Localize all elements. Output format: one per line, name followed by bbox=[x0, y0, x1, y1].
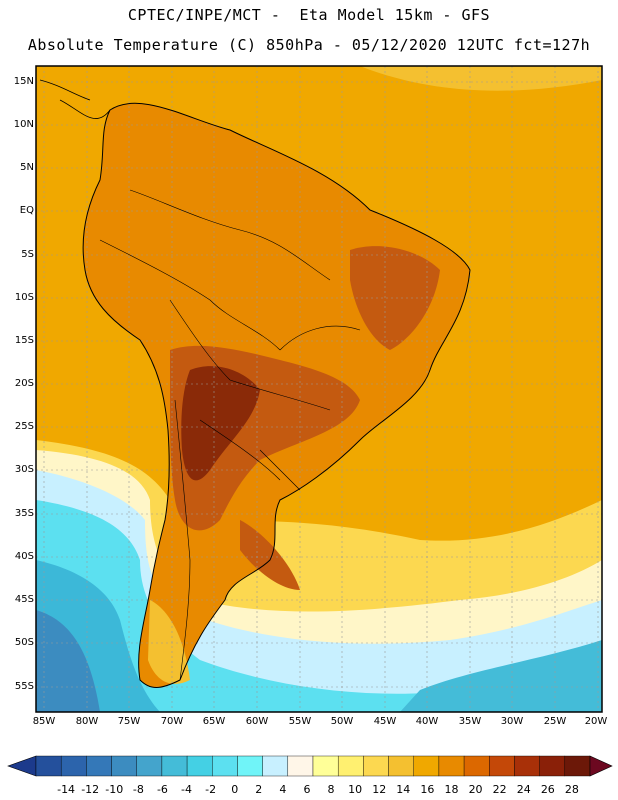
chart-title-line2: Absolute Temperature (C) 850hPa - 05/12/… bbox=[27, 36, 591, 54]
lon-label: 80W bbox=[75, 716, 99, 727]
colorbar-box bbox=[363, 755, 389, 777]
colorbar-box bbox=[514, 755, 540, 777]
colorbar-tick-label: -4 bbox=[181, 783, 192, 796]
cold-band-east bbox=[400, 640, 602, 712]
colorbar-tick-label: -8 bbox=[132, 783, 144, 796]
colorbar-box bbox=[237, 755, 263, 777]
colorbar-tick-label: -6 bbox=[156, 783, 168, 796]
lat-label: 35S bbox=[14, 508, 34, 519]
colorbar-tick-label: 28 bbox=[564, 783, 579, 796]
lat-label: 45S bbox=[14, 594, 34, 605]
lon-label: 60W bbox=[245, 716, 269, 727]
colorbar-box bbox=[463, 755, 490, 777]
lat-label: 25S bbox=[14, 421, 34, 432]
colorbar-box bbox=[388, 755, 414, 777]
warm-ocean-ne bbox=[360, 66, 602, 91]
colorbar-box bbox=[212, 755, 238, 777]
colorbar-box bbox=[287, 755, 314, 777]
hottest-region bbox=[181, 366, 260, 481]
colorbar-tick-label: 12 bbox=[372, 783, 387, 796]
lon-label: 25W bbox=[543, 716, 567, 727]
colorbar-box bbox=[438, 755, 465, 777]
colorbar bbox=[7, 755, 613, 777]
lon-label: 75W bbox=[117, 716, 141, 727]
colorbar-tick-label: 4 bbox=[279, 783, 287, 796]
hot-region-arg bbox=[240, 520, 300, 590]
hot-region-ne bbox=[350, 246, 440, 350]
lon-label: 50W bbox=[330, 716, 354, 727]
lat-label: 5S bbox=[21, 249, 34, 260]
colorbar-box bbox=[86, 755, 112, 777]
colorbar-min-arrow bbox=[7, 755, 37, 777]
colorbar-tick-label: -12 bbox=[81, 783, 100, 796]
colorbar-tick-label: -14 bbox=[57, 783, 76, 796]
map-frame bbox=[35, 65, 603, 713]
lon-label: 70W bbox=[160, 716, 184, 727]
lat-label: 20S bbox=[14, 378, 34, 389]
colorbar-box bbox=[539, 755, 566, 777]
colorbar-box bbox=[337, 755, 364, 777]
colorbar-box bbox=[564, 755, 591, 777]
lon-label: 65W bbox=[202, 716, 226, 727]
lat-label: 50S bbox=[14, 637, 34, 648]
lat-label: 10S bbox=[14, 292, 34, 303]
colorbar-tick-label: -10 bbox=[105, 783, 124, 796]
colorbar-box bbox=[60, 755, 87, 777]
colorbar-tick-label: 10 bbox=[348, 783, 363, 796]
colorbar-tick-label: 22 bbox=[492, 783, 507, 796]
chart-title-line1: CPTEC/INPE/MCT - Eta Model 15km - GFS bbox=[127, 6, 491, 24]
lat-label: 15N bbox=[13, 76, 34, 87]
colorbar-tick-label: -2 bbox=[205, 783, 217, 796]
colorbar-box bbox=[136, 755, 163, 777]
lat-label: 5N bbox=[20, 162, 34, 173]
colorbar-tick-label: 6 bbox=[303, 783, 311, 796]
colorbar-tick-label: 24 bbox=[516, 783, 531, 796]
colorbar-box bbox=[312, 755, 339, 777]
lon-label: 30W bbox=[500, 716, 524, 727]
country-borders bbox=[99, 189, 361, 681]
colorbar-box bbox=[262, 755, 289, 777]
colorbar-tick-label: 18 bbox=[444, 783, 459, 796]
colorbar-tick-label: 16 bbox=[420, 783, 435, 796]
map-field bbox=[36, 66, 602, 712]
colorbar-box bbox=[111, 755, 137, 777]
colorbar-tick-label: 14 bbox=[396, 783, 411, 796]
colorbar-box bbox=[489, 755, 515, 777]
colorbar-tick-label: 20 bbox=[468, 783, 483, 796]
colorbar-box bbox=[413, 755, 440, 777]
lat-label: 30S bbox=[14, 464, 34, 475]
coastline bbox=[82, 102, 471, 688]
lat-label: EQ bbox=[19, 205, 34, 216]
lon-label: 20W bbox=[584, 716, 608, 727]
lon-label: 85W bbox=[32, 716, 56, 727]
colorbar-max-arrow bbox=[589, 755, 613, 777]
colorbar-box bbox=[161, 755, 188, 777]
colorbar-tick-label: 0 bbox=[231, 783, 239, 796]
cold-band-4 bbox=[36, 610, 100, 712]
graticule bbox=[36, 66, 602, 712]
lat-label: 40S bbox=[14, 551, 34, 562]
central-america-coast bbox=[39, 79, 111, 119]
colorbar-tick-label: 8 bbox=[327, 783, 335, 796]
lon-label: 35W bbox=[458, 716, 482, 727]
patagonia-land bbox=[148, 600, 190, 684]
colorbar-box bbox=[35, 755, 62, 777]
lat-label: 10N bbox=[13, 119, 34, 130]
lat-label: 15S bbox=[14, 335, 34, 346]
lat-label: 55S bbox=[14, 681, 34, 692]
colorbar-tick-label: 26 bbox=[540, 783, 555, 796]
lon-label: 45W bbox=[373, 716, 397, 727]
lon-label: 40W bbox=[415, 716, 439, 727]
lon-label: 55W bbox=[288, 716, 312, 727]
colorbar-tick-label: 2 bbox=[255, 783, 263, 796]
colorbar-box bbox=[186, 755, 213, 777]
